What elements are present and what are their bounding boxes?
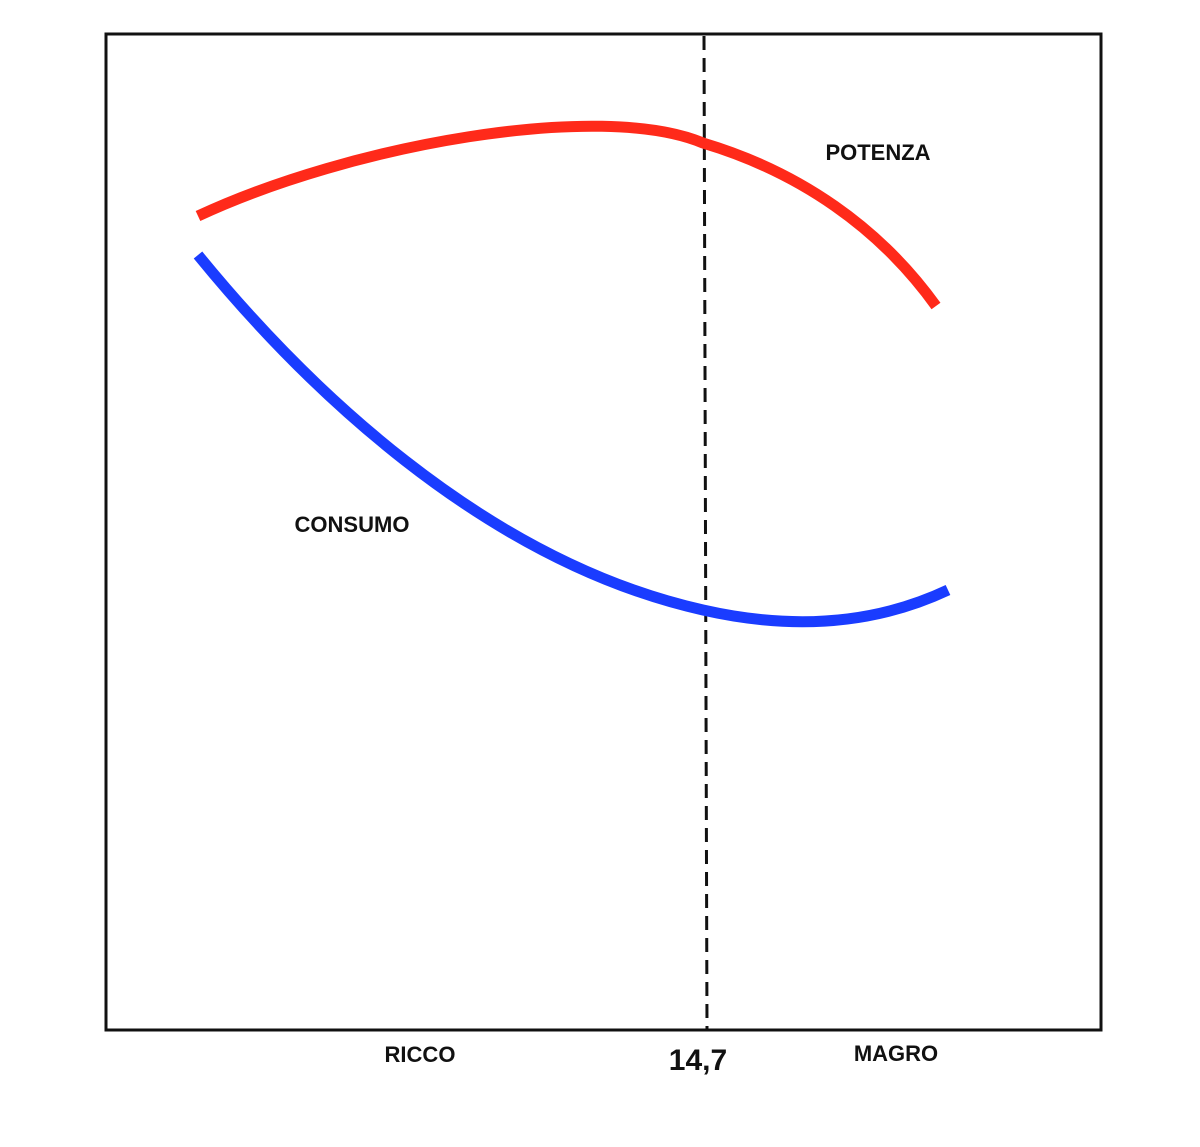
ratio-label: 14,7: [669, 1044, 727, 1077]
consumption-label: CONSUMO: [295, 512, 410, 537]
frame: [104, 32, 1103, 1032]
lean-label: MAGRO: [854, 1041, 938, 1066]
stoichiometric-line: [702, 35, 709, 1031]
power-label: POTENZA: [825, 140, 930, 165]
rich-label: RICCO: [385, 1042, 456, 1067]
power-curve: [195, 120, 941, 310]
consumption-curve: [193, 251, 951, 628]
